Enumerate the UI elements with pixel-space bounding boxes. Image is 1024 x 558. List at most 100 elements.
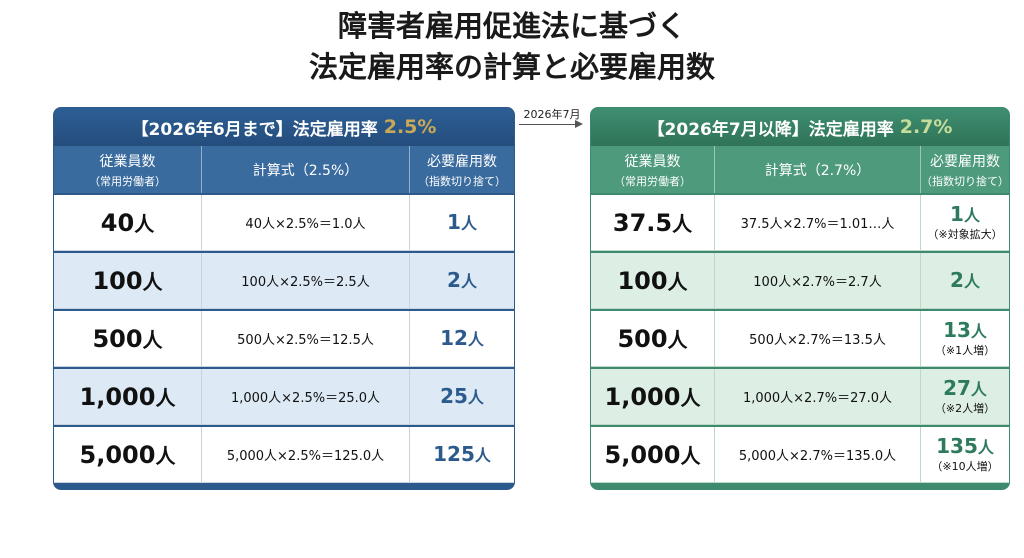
employee-unit: 人 (667, 328, 688, 352)
employee-count: 500人 (92, 324, 162, 353)
cell-formula: 40人×2.5%＝1.0人 (202, 195, 410, 251)
employee-unit: 人 (142, 270, 163, 294)
table-row: 100人 100人×2.5%＝2.5人 2人 (54, 251, 514, 309)
employee-count: 5,000人 (605, 440, 701, 469)
formula-text: 500人×2.5%＝12.5人 (237, 333, 374, 348)
required-note: （※1人増） (934, 344, 996, 357)
employee-unit: 人 (134, 212, 155, 236)
required-count: 1人 (950, 203, 980, 227)
col-formula: 計算式（2.7%） (715, 146, 921, 193)
required-unit: 人 (467, 329, 484, 349)
employee-count: 1,000人 (605, 382, 701, 411)
arrow-right-icon (575, 120, 583, 128)
table-row: 5,000人 5,000人×2.7%＝135.0人 135人 （※10人増） (591, 425, 1009, 483)
column-headers: 従業員数 （常用労働者） 計算式（2.7%） 必要雇用数 （指数切り捨て） (591, 146, 1009, 193)
cell-employees: 5,000人 (591, 427, 715, 483)
employee-number: 500 (92, 325, 143, 353)
employee-unit: 人 (680, 386, 701, 410)
required-unit: 人 (970, 322, 987, 341)
header-period-label: 【2026年7月以降】法定雇用率 (647, 119, 894, 140)
table-body: 40人 40人×2.5%＝1.0人 1人 100人 100人×2.5%＝2.5人 2人 50… (54, 193, 514, 483)
employee-number: 5,000 (79, 441, 156, 469)
transition-arrow-line (519, 124, 577, 125)
required-unit: 人 (460, 213, 477, 233)
cell-employees: 100人 (591, 253, 715, 309)
cell-formula: 37.5人×2.7%＝1.01…人 (715, 195, 921, 251)
required-number: 2 (447, 267, 461, 292)
required-unit: 人 (963, 206, 980, 225)
cell-formula: 1,000人×2.7%＝27.0人 (715, 369, 921, 425)
header-rate: 2.7% (899, 116, 953, 138)
required-unit: 人 (467, 387, 484, 407)
cell-required: 13人 （※1人増） (921, 311, 1009, 367)
transition-label: 2026年7月 (523, 108, 581, 121)
cell-employees: 40人 (54, 195, 202, 251)
employee-count: 100人 (92, 266, 162, 295)
employee-unit: 人 (672, 212, 693, 236)
table-header-before: 【2026年6月まで】法定雇用率 2.5% (54, 108, 514, 146)
required-count: 12人 (440, 327, 484, 351)
table-row: 5,000人 5,000人×2.5%＝125.0人 125人 (54, 425, 514, 483)
page-title: 障害者雇用促進法に基づく 法定雇用率の計算と必要雇用数 (0, 6, 1024, 88)
header-rate: 2.5% (383, 116, 437, 138)
employee-unit: 人 (667, 270, 688, 294)
employee-number: 5,000 (604, 441, 681, 469)
employee-number: 1,000 (79, 383, 156, 411)
required-unit: 人 (963, 271, 980, 291)
formula-text: 37.5人×2.7%＝1.01…人 (740, 217, 895, 232)
cell-required: 12人 (410, 311, 514, 367)
formula-text: 500人×2.7%＝13.5人 (749, 333, 886, 348)
employee-count: 37.5人 (613, 208, 692, 237)
employee-number: 100 (92, 267, 143, 295)
cell-required: 1人 (410, 195, 514, 251)
cell-required: 25人 (410, 369, 514, 425)
required-number: 1 (447, 209, 461, 234)
employee-number: 37.5 (612, 209, 673, 237)
employee-count: 1,000人 (80, 382, 176, 411)
table-after-july-2026: 【2026年7月以降】法定雇用率 2.7% 従業員数 （常用労働者） 計算式（2… (590, 107, 1010, 490)
formula-text: 40人×2.5%＝1.0人 (245, 217, 366, 232)
employee-count: 5,000人 (80, 440, 176, 469)
required-count: 2人 (950, 269, 980, 293)
cell-employees: 1,000人 (54, 369, 202, 425)
employee-number: 40 (100, 209, 135, 237)
required-number: 12 (440, 325, 468, 350)
cell-formula: 100人×2.7%＝2.7人 (715, 253, 921, 309)
cell-employees: 500人 (591, 311, 715, 367)
required-note: （※対象拡大） (927, 228, 1003, 241)
cell-required: 2人 (921, 253, 1009, 309)
col-formula-label: 計算式（2.5%） (252, 162, 359, 179)
required-count: 13人 (943, 319, 987, 343)
col-employees-label: 従業員数 (99, 153, 156, 170)
formula-text: 1,000人×2.7%＝27.0人 (742, 391, 893, 406)
formula-text: 100人×2.7%＝2.7人 (753, 275, 882, 290)
title-line-2: 法定雇用率の計算と必要雇用数 (308, 50, 715, 84)
col-required-sub: （指数切り捨て） (418, 174, 506, 188)
required-unit: 人 (474, 445, 491, 465)
required-count: 135人 (936, 435, 994, 459)
required-unit: 人 (970, 380, 987, 399)
required-count: 1人 (447, 211, 477, 235)
col-formula: 計算式（2.5%） (202, 146, 410, 193)
col-employees-sub: （常用労働者） (614, 174, 691, 188)
required-unit: 人 (977, 438, 994, 457)
formula-text: 100人×2.5%＝2.5人 (241, 275, 370, 290)
col-formula-label: 計算式（2.7%） (764, 162, 871, 179)
cell-formula: 5,000人×2.7%＝135.0人 (715, 427, 921, 483)
required-number: 125 (433, 441, 475, 466)
cell-employees: 100人 (54, 253, 202, 309)
cell-required: 27人 （※2人増） (921, 369, 1009, 425)
table-row: 1,000人 1,000人×2.7%＝27.0人 27人 （※2人増） (591, 367, 1009, 425)
required-count: 2人 (447, 269, 477, 293)
col-required-label: 必要雇用数 (427, 153, 497, 170)
required-number: 1 (950, 202, 964, 226)
column-headers: 従業員数 （常用労働者） 計算式（2.5%） 必要雇用数 （指数切り捨て） (54, 146, 514, 193)
col-required: 必要雇用数 （指数切り捨て） (410, 146, 514, 193)
cell-formula: 500人×2.5%＝12.5人 (202, 311, 410, 367)
col-required-sub: （指数切り捨て） (921, 174, 1009, 188)
required-count: 27人 (943, 377, 987, 401)
col-employees: 従業員数 （常用労働者） (591, 146, 715, 193)
cell-formula: 100人×2.5%＝2.5人 (202, 253, 410, 309)
table-row: 500人 500人×2.5%＝12.5人 12人 (54, 309, 514, 367)
required-number: 13 (943, 318, 971, 342)
